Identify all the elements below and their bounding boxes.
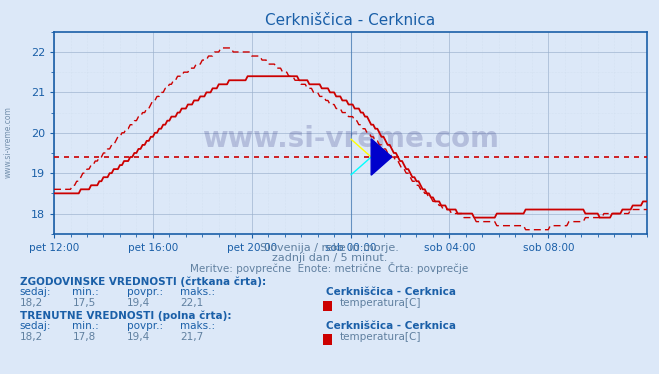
Text: min.:: min.: <box>72 288 100 297</box>
Text: www.si-vreme.com: www.si-vreme.com <box>202 125 499 153</box>
Text: povpr.:: povpr.: <box>127 321 163 331</box>
Polygon shape <box>371 139 391 175</box>
Text: min.:: min.: <box>72 321 100 331</box>
Text: 17,8: 17,8 <box>72 332 96 341</box>
Text: sedaj:: sedaj: <box>20 288 51 297</box>
Text: 22,1: 22,1 <box>180 298 203 308</box>
Text: temperatura[C]: temperatura[C] <box>339 332 421 341</box>
Text: 19,4: 19,4 <box>127 298 150 308</box>
Text: 18,2: 18,2 <box>20 332 43 341</box>
Text: maks.:: maks.: <box>180 321 215 331</box>
Text: www.si-vreme.com: www.si-vreme.com <box>3 106 13 178</box>
Text: sedaj:: sedaj: <box>20 321 51 331</box>
Text: zadnji dan / 5 minut.: zadnji dan / 5 minut. <box>272 253 387 263</box>
Text: ZGODOVINSKE VREDNOSTI (črtkana črta):: ZGODOVINSKE VREDNOSTI (črtkana črta): <box>20 276 266 287</box>
Text: 17,5: 17,5 <box>72 298 96 308</box>
Text: Cerkniščica - Cerknica: Cerkniščica - Cerknica <box>326 321 456 331</box>
Text: TRENUTNE VREDNOSTI (polna črta):: TRENUTNE VREDNOSTI (polna črta): <box>20 310 231 321</box>
Text: temperatura[C]: temperatura[C] <box>339 298 421 308</box>
Title: Cerkniščica - Cerknica: Cerkniščica - Cerknica <box>266 13 436 28</box>
Text: Slovenija / reke in morje.: Slovenija / reke in morje. <box>260 243 399 252</box>
Text: 18,2: 18,2 <box>20 298 43 308</box>
Text: 19,4: 19,4 <box>127 332 150 341</box>
Text: povpr.:: povpr.: <box>127 288 163 297</box>
Text: Meritve: povprečne  Enote: metrične  Črta: povprečje: Meritve: povprečne Enote: metrične Črta:… <box>190 261 469 273</box>
Polygon shape <box>351 157 371 175</box>
Polygon shape <box>351 139 371 157</box>
Text: Cerkniščica - Cerknica: Cerkniščica - Cerknica <box>326 288 456 297</box>
Text: 21,7: 21,7 <box>180 332 203 341</box>
Text: maks.:: maks.: <box>180 288 215 297</box>
